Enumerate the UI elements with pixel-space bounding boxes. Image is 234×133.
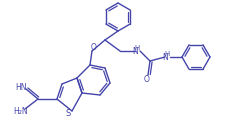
Text: O: O	[91, 43, 97, 51]
Text: O: O	[144, 74, 150, 84]
Text: S: S	[65, 109, 71, 117]
Text: H: H	[134, 45, 140, 51]
Text: H: H	[164, 51, 170, 57]
Text: N: N	[162, 53, 168, 63]
Text: H₂N: H₂N	[14, 107, 28, 115]
Text: N: N	[132, 47, 138, 57]
Text: HN: HN	[15, 82, 27, 92]
